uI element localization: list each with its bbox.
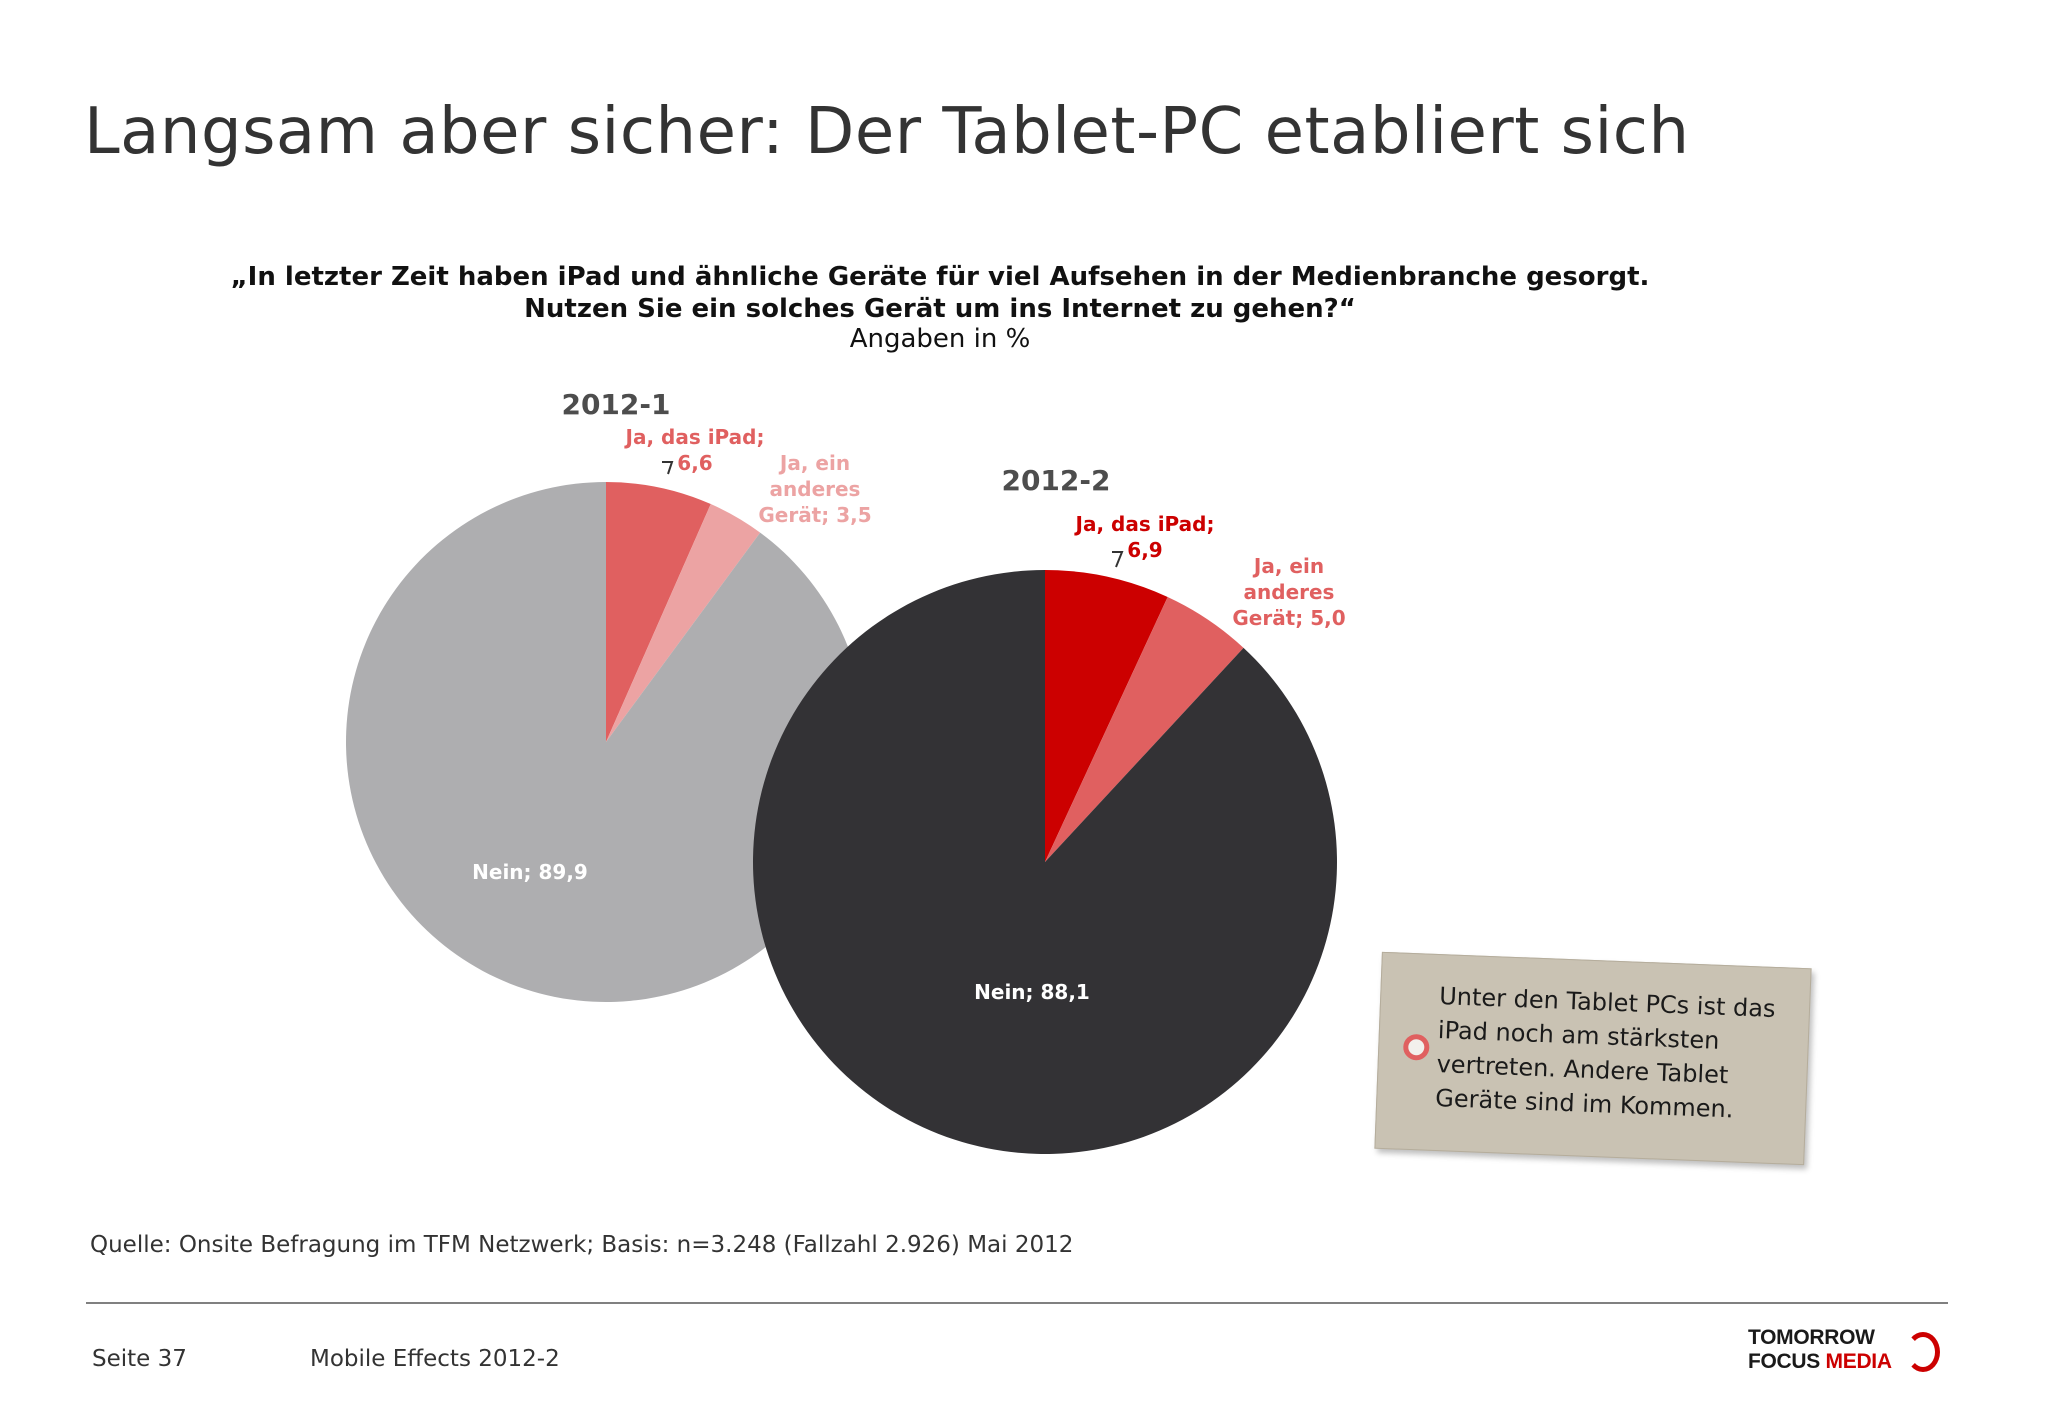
pie-2: 2012-2 Ja, das iPad; 6,9 Ja, ein anderes Gerä… [752,464,1346,1155]
logo-word-media: MEDIA [1825,1350,1892,1373]
pie-1-title: 2012-1 [561,388,670,421]
footer-divider [86,1302,1948,1304]
pie-1-leader-line [662,461,674,475]
logo-line-1: TOMORROW [1748,1326,1875,1349]
pie-1-slice-3 [346,481,867,1002]
slide-title: Langsam aber sicher: Der Tablet-PC etabl… [84,95,1690,169]
pie-2-slice-1 [1045,570,1168,862]
tag-note-text: Unter den Tablet PCs ist das iPad noch a… [1434,982,1776,1124]
survey-question-line-2: Nutzen Sie ein solches Gerät um ins Inte… [524,294,1356,324]
pie-1-label-1: Ja, das iPad; 6,6 [624,425,765,475]
pie-1-slice-2 [606,504,761,742]
units-note: Angaben in % [849,324,1031,354]
logo-line-2: FOCUS MEDIA [1748,1350,1892,1374]
report-name: Mobile Effects 2012-2 [310,1346,560,1372]
logo-word-focus: FOCUS [1748,1350,1826,1373]
page-number: Seite 37 [92,1346,187,1372]
pie-2-label-2: Ja, ein anderes Gerät; 5,0 [1232,554,1345,630]
pie-2-leader-line [1112,551,1124,568]
tomorrow-focus-media-logo: TOMORROW FOCUS MEDIA [1748,1326,1948,1376]
pie-1: 2012-1 Ja, das iPad; 6,6 Ja, ein anderes Gerä… [346,388,872,1002]
pie-1-slice-1 [606,482,711,742]
survey-question-line-1: „In letzter Zeit haben iPad und ähnliche… [230,262,1650,292]
pie-1-label-3: Nein; 89,9 [472,860,588,884]
pie-2-slice-3 [752,570,1337,1155]
pie-2-label-3: Nein; 88,1 [974,980,1090,1004]
logo-ring-icon [1906,1332,1940,1372]
pie-2-title: 2012-2 [1001,464,1110,497]
note-tag: Unter den Tablet PCs ist das iPad noch a… [1374,951,1812,1166]
tag-eyelet [1402,1033,1430,1061]
source-note: Quelle: Onsite Befragung im TFM Netzwerk… [90,1232,1074,1258]
pie-1-label-2: Ja, ein anderes Gerät; 3,5 [758,451,871,527]
pie-2-slice-2 [1045,597,1244,862]
pie-2-label-1: Ja, das iPad; 6,9 [1074,512,1215,562]
